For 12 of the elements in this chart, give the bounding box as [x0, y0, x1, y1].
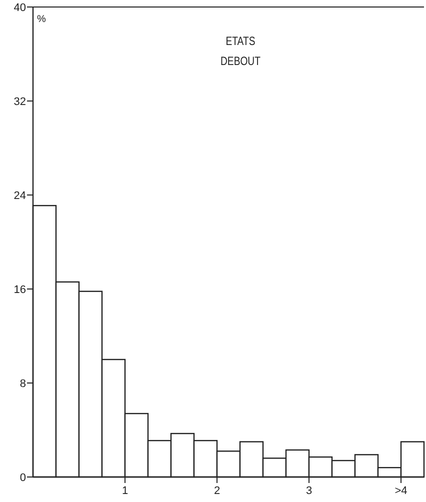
y-tick-label: 40 — [14, 2, 26, 14]
x-tick-label: 2 — [214, 485, 220, 497]
y-tick-label: 16 — [14, 284, 26, 296]
x-tick-label: 3 — [306, 485, 312, 497]
y-tick-label: 24 — [14, 190, 26, 202]
x-tick-label: >4 — [394, 485, 408, 497]
y-tick-label: 8 — [20, 378, 26, 390]
y-axis-title: % — [37, 14, 46, 25]
text: ETATS DEBOUT — [220, 35, 261, 68]
y-tick-label: 32 — [14, 96, 26, 108]
x-tick-label: 1 — [122, 485, 128, 497]
y-tick-label: 0 — [20, 472, 26, 484]
